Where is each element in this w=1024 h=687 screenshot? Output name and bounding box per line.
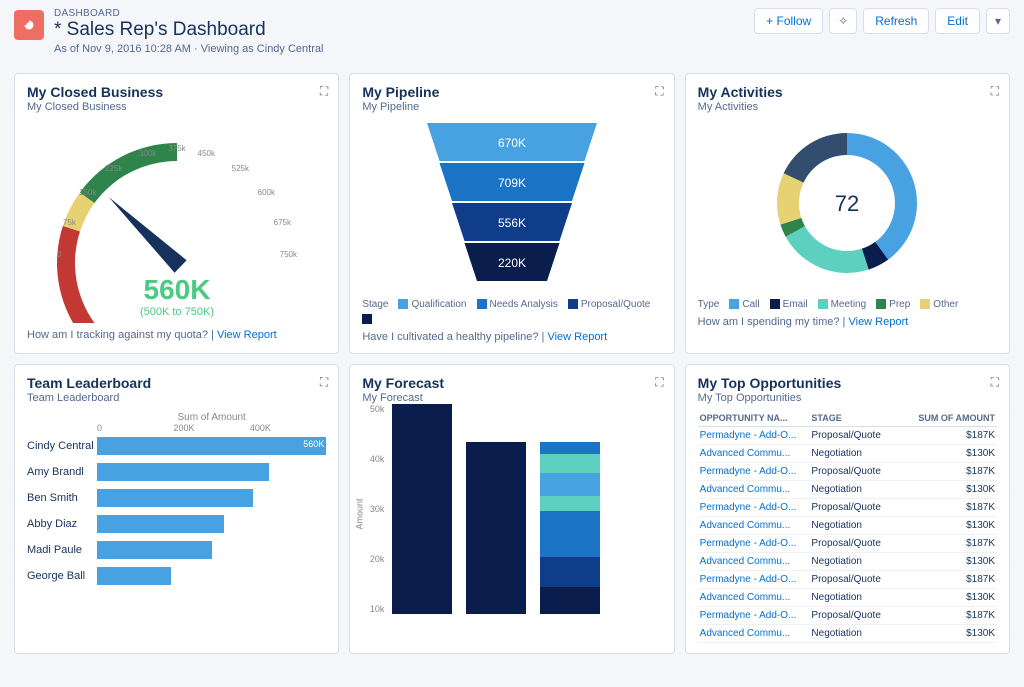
card-title: My Activities [698, 84, 997, 100]
svg-text:300k: 300k [139, 149, 157, 158]
svg-text:560K: 560K [143, 274, 210, 305]
card-footer: Have I cultivated a healthy pipeline? | … [362, 331, 661, 343]
svg-text:750k: 750k [279, 250, 297, 259]
expand-icon[interactable]: ⛶ [655, 84, 663, 99]
leaderboard-row: Abby Diaz [27, 515, 326, 533]
follow-button[interactable]: + Follow [754, 8, 823, 34]
expand-icon[interactable]: ⛶ [320, 375, 328, 390]
svg-text:0: 0 [57, 250, 62, 259]
table-row[interactable]: Permadyne - Add-O...Proposal/Quote$187K [698, 463, 997, 481]
card-subtitle: My Closed Business [27, 101, 326, 113]
svg-text:709K: 709K [498, 176, 526, 190]
leaderboard-row: Madi Paule [27, 541, 326, 559]
dashboard-header: DASHBOARD * Sales Rep's Dashboard As of … [0, 0, 1024, 63]
svg-text:225k: 225k [105, 164, 123, 173]
table-row[interactable]: Advanced Commu...Negotiation$130K [698, 517, 997, 535]
forecast-bar [466, 442, 526, 614]
card-title: My Top Opportunities [698, 375, 997, 391]
card-subtitle: My Activities [698, 101, 997, 113]
card-subtitle: Team Leaderboard [27, 392, 326, 404]
dashboard-icon [14, 10, 44, 40]
table-row[interactable]: Permadyne - Add-O...Proposal/Quote$187K [698, 607, 997, 625]
forecast-bar [540, 442, 600, 614]
forecast-bar [392, 404, 452, 614]
card-subtitle: My Pipeline [362, 101, 661, 113]
donut-chart: 72 [698, 113, 997, 293]
card-activities: ⛶ My Activities My Activities 72 TypeCal… [685, 73, 1010, 354]
card-footer: How am I spending my time? | View Report [698, 316, 997, 328]
table-row[interactable]: Advanced Commu...Negotiation$130K [698, 625, 997, 643]
table-row[interactable]: Advanced Commu...Negotiation$130K [698, 445, 997, 463]
svg-text:150k: 150k [79, 188, 97, 197]
forecast-chart: Amount 50k40k30k20k10k [362, 404, 661, 614]
expand-icon[interactable]: ⛶ [991, 375, 999, 390]
more-menu-button[interactable]: ▾ [986, 8, 1010, 34]
card-title: My Pipeline [362, 84, 661, 100]
expand-icon[interactable]: ⛶ [991, 84, 999, 99]
card-closed-business: ⛶ My Closed Business My Closed Business … [14, 73, 339, 354]
refresh-button[interactable]: Refresh [863, 8, 929, 34]
edit-button[interactable]: Edit [935, 8, 980, 34]
leaderboard-rows: Cindy Central560K Amy Brandl Ben Smith Abby… [27, 437, 326, 585]
table-row[interactable]: Advanced Commu...Negotiation$130K [698, 481, 997, 499]
card-footer: How am I tracking against my quota? | Vi… [27, 329, 326, 341]
header-eyebrow: DASHBOARD [54, 8, 323, 19]
forecast-y-axis: 50k40k30k20k10k [362, 404, 388, 614]
funnel-chart: 670K 709K 556K 220K [362, 113, 661, 293]
svg-text:450k: 450k [197, 149, 215, 158]
leaderboard-row: Cindy Central560K [27, 437, 326, 455]
leaderboard-row: Ben Smith [27, 489, 326, 507]
leaderboard-axis: 0200K400K [97, 423, 326, 433]
svg-text:75k: 75k [63, 218, 77, 227]
opportunities-table: OPPORTUNITY NA...STAGESUM OF AMOUNT Perm… [698, 410, 997, 643]
table-row[interactable]: Permadyne - Add-O...Proposal/Quote$187K [698, 535, 997, 553]
card-opportunities: ⛶ My Top Opportunities My Top Opportunit… [685, 364, 1010, 654]
page-title: * Sales Rep's Dashboard [54, 19, 323, 41]
svg-text:675k: 675k [273, 218, 291, 227]
gauge-chart: 0 75k 150k 225k 300k 375k 450k 525k 600k 675k 750k… [27, 113, 326, 323]
table-row[interactable]: Advanced Commu...Negotiation$130K [698, 553, 997, 571]
expand-icon[interactable]: ⛶ [320, 84, 328, 99]
svg-text:600k: 600k [257, 188, 275, 197]
card-leaderboard: ⛶ Team Leaderboard Team Leaderboard Sum … [14, 364, 339, 654]
card-title: My Closed Business [27, 84, 326, 100]
card-subtitle: My Top Opportunities [698, 392, 997, 404]
svg-text:375k: 375k [168, 144, 186, 153]
svg-text:(500K to 750K): (500K to 750K) [140, 306, 214, 318]
svg-text:556K: 556K [498, 216, 526, 230]
svg-text:670K: 670K [498, 136, 526, 150]
expand-icon[interactable]: ⛶ [655, 375, 663, 390]
svg-text:525k: 525k [231, 164, 249, 173]
table-row[interactable]: Permadyne - Add-O...Proposal/Quote$187K [698, 427, 997, 445]
leaderboard-row: Amy Brandl [27, 463, 326, 481]
leaderboard-axis-label: Sum of Amount [97, 412, 326, 423]
card-title: My Forecast [362, 375, 661, 391]
chart-toggle-button[interactable]: ✧ [829, 8, 857, 34]
card-subtitle: My Forecast [362, 392, 661, 404]
header-actions: + Follow ✧ Refresh Edit ▾ [754, 8, 1010, 34]
view-report-link[interactable]: View Report [848, 316, 908, 328]
svg-text:72: 72 [835, 191, 859, 216]
svg-text:220K: 220K [498, 256, 526, 270]
card-pipeline: ⛶ My Pipeline My Pipeline 670K 709K 556K 22… [349, 73, 674, 354]
card-forecast: ⛶ My Forecast My Forecast Amount 50k40k3… [349, 364, 674, 654]
card-title: Team Leaderboard [27, 375, 326, 391]
funnel-legend: StageQualificationNeeds AnalysisProposal… [362, 299, 661, 325]
view-report-link[interactable]: View Report [217, 329, 277, 341]
table-row[interactable]: Advanced Commu...Negotiation$130K [698, 589, 997, 607]
view-report-link[interactable]: View Report [547, 331, 607, 343]
table-row[interactable]: Permadyne - Add-O...Proposal/Quote$187K [698, 571, 997, 589]
table-row[interactable]: Permadyne - Add-O...Proposal/Quote$187K [698, 499, 997, 517]
donut-legend: TypeCallEmailMeetingPrepOther [698, 299, 997, 310]
header-subtitle: As of Nov 9, 2016 10:28 AM · Viewing as … [54, 43, 323, 55]
leaderboard-row: George Ball [27, 567, 326, 585]
